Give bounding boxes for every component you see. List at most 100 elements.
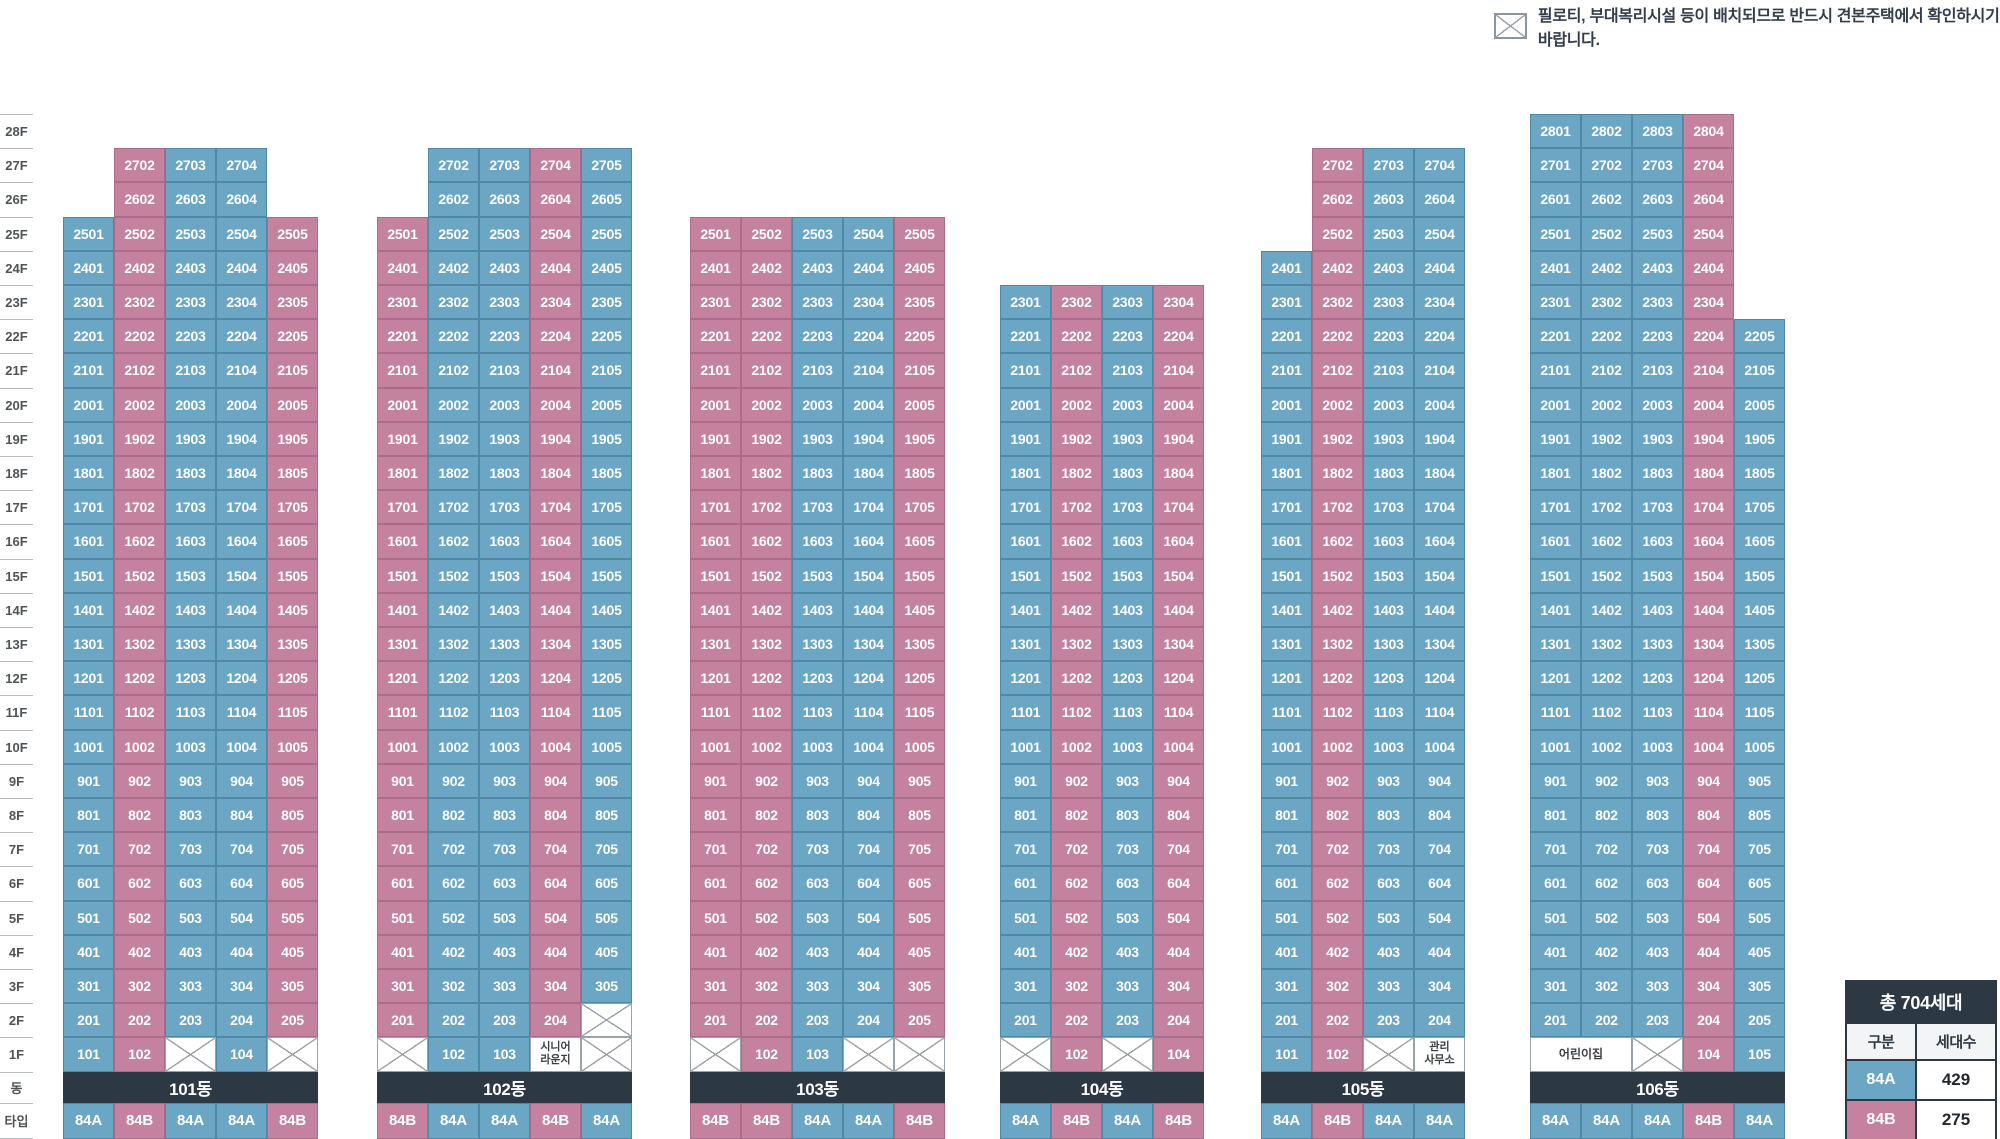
unit-cell-103-1701: 1701 — [690, 490, 741, 525]
unit-cell-103-2405: 2405 — [894, 250, 945, 285]
unit-cell-105-702: 702 — [1312, 832, 1363, 867]
unit-cell-105-1304: 1304 — [1414, 627, 1465, 662]
unit-cell-101-302: 302 — [114, 969, 165, 1004]
unit-cell-104-2101: 2101 — [1000, 353, 1051, 388]
unit-cell-102-304: 304 — [530, 969, 581, 1004]
unit-cell-105-704: 704 — [1414, 832, 1465, 867]
unit-cell-106-405: 405 — [1734, 934, 1785, 969]
unit-cell-102-1902: 1902 — [428, 421, 479, 456]
unit-cell-101-1902: 1902 — [114, 421, 165, 456]
unit-cell-105-703: 703 — [1363, 832, 1414, 867]
unit-cell-102-1201: 1201 — [377, 661, 428, 696]
unit-cell-106-605: 605 — [1734, 866, 1785, 901]
unit-cell-104-1302: 1302 — [1051, 627, 1102, 662]
unit-cell-102-2404: 2404 — [530, 250, 581, 285]
unit-cell-106-2004: 2004 — [1683, 387, 1734, 422]
unit-cell-105-2003: 2003 — [1363, 387, 1414, 422]
unit-cell-103-802: 802 — [741, 798, 792, 833]
floor-label-16f: 16F — [0, 524, 33, 558]
unit-cell-101-1003: 1003 — [165, 729, 216, 764]
floor-label-22f: 22F — [0, 319, 33, 353]
building-label-102: 102동 — [377, 1071, 632, 1103]
unit-cell-102-305: 305 — [581, 969, 632, 1004]
unit-cell-103-1103: 1103 — [792, 695, 843, 730]
unit-cell-106-301: 301 — [1530, 969, 1581, 1004]
unit-cell-101-102: 102 — [114, 1037, 165, 1072]
unit-cell-106-2002: 2002 — [1581, 387, 1632, 422]
type-cell-104-3: 84A — [1102, 1103, 1153, 1139]
unit-cell-103-401: 401 — [690, 934, 741, 969]
unit-cell-102-1302: 1302 — [428, 627, 479, 662]
unit-cell-102-1901: 1901 — [377, 421, 428, 456]
unit-cell-104-1804: 1804 — [1153, 456, 1204, 491]
unit-cell-103-2504: 2504 — [843, 216, 894, 251]
unit-cell-102-701: 701 — [377, 832, 428, 867]
unit-cell-101-1702: 1702 — [114, 490, 165, 525]
unit-cell-106-2404: 2404 — [1683, 250, 1734, 285]
type-84a-count: 429 — [1915, 1059, 1997, 1101]
unit-cell-101-1502: 1502 — [114, 558, 165, 593]
unit-cell-105-301: 301 — [1261, 969, 1312, 1004]
type-cell-105-2: 84B — [1312, 1103, 1363, 1139]
unit-cell-103-103: 103 — [792, 1037, 843, 1072]
unit-cell-101-1102: 1102 — [114, 695, 165, 730]
unit-cell-103-205: 205 — [894, 1003, 945, 1038]
type-cell-105-4: 84A — [1414, 1103, 1465, 1139]
unit-cell-103-2404: 2404 — [843, 250, 894, 285]
piloti-x-icon — [1494, 13, 1527, 39]
unit-cell-105-2101: 2101 — [1261, 353, 1312, 388]
floor-label-17f: 17F — [0, 490, 33, 524]
unit-cell-101-1402: 1402 — [114, 592, 165, 627]
unit-cell-102-704: 704 — [530, 832, 581, 867]
unit-cell-102-2605: 2605 — [581, 182, 632, 217]
unit-cell-104-1603: 1603 — [1102, 524, 1153, 559]
unit-cell-103-1001: 1001 — [690, 729, 741, 764]
unit-cell-101-1203: 1203 — [165, 661, 216, 696]
unit-cell-101-2304: 2304 — [216, 285, 267, 320]
unit-cell-102-1301: 1301 — [377, 627, 428, 662]
type-cell-101-3: 84A — [165, 1103, 216, 1139]
unit-cell-105-202: 202 — [1312, 1003, 1363, 1038]
unit-cell-106-2801: 2801 — [1530, 114, 1581, 149]
unit-cell-106-903: 903 — [1632, 763, 1683, 798]
unit-cell-106-2703: 2703 — [1632, 148, 1683, 183]
unit-cell-104-2201: 2201 — [1000, 319, 1051, 354]
unit-cell-104-1003: 1003 — [1102, 729, 1153, 764]
unit-cell-103-1404: 1404 — [843, 592, 894, 627]
unit-cell-102-504: 504 — [530, 900, 581, 935]
unit-cell-102-2302: 2302 — [428, 285, 479, 320]
unit-cell-103-701: 701 — [690, 832, 741, 867]
unit-cell-101-702: 702 — [114, 832, 165, 867]
unit-cell-101-2702: 2702 — [114, 148, 165, 183]
unit-cell-101-2205: 2205 — [267, 319, 318, 354]
unit-cell-101-502: 502 — [114, 900, 165, 935]
unit-cell-101-2503: 2503 — [165, 216, 216, 251]
unit-cell-103-804: 804 — [843, 798, 894, 833]
unit-cell-105-2201: 2201 — [1261, 319, 1312, 354]
type-cell-101-4: 84A — [216, 1103, 267, 1139]
unit-cell-106-2203: 2203 — [1632, 319, 1683, 354]
unit-cell-105-201: 201 — [1261, 1003, 1312, 1038]
unit-cell-101-2102: 2102 — [114, 353, 165, 388]
unit-cell-105-2404: 2404 — [1414, 250, 1465, 285]
unit-cell-102-201: 201 — [377, 1003, 428, 1038]
unit-cell-103-1004: 1004 — [843, 729, 894, 764]
unit-cell-101-201: 201 — [63, 1003, 114, 1038]
unit-cell-102-1205: 1205 — [581, 661, 632, 696]
unit-cell-101-1701: 1701 — [63, 490, 114, 525]
unit-cell-105-2102: 2102 — [1312, 353, 1363, 388]
unit-cell-102-2604: 2604 — [530, 182, 581, 217]
unit-cell-103-2304: 2304 — [843, 285, 894, 320]
unit-cell-106-1203: 1203 — [1632, 661, 1683, 696]
unit-cell-104-1503: 1503 — [1102, 558, 1153, 593]
unit-cell-104-704: 704 — [1153, 832, 1204, 867]
unit-cell-103-601: 601 — [690, 866, 741, 901]
unit-cell-104-1201: 1201 — [1000, 661, 1051, 696]
unit-cell-101-1205: 1205 — [267, 661, 318, 696]
unit-cell-101-1104: 1104 — [216, 695, 267, 730]
unit-cell-104-2203: 2203 — [1102, 319, 1153, 354]
unit-cell-103-402: 402 — [741, 934, 792, 969]
unit-cell-102-2203: 2203 — [479, 319, 530, 354]
unit-cell-102-502: 502 — [428, 900, 479, 935]
type-cell-106-3: 84A — [1632, 1103, 1683, 1139]
